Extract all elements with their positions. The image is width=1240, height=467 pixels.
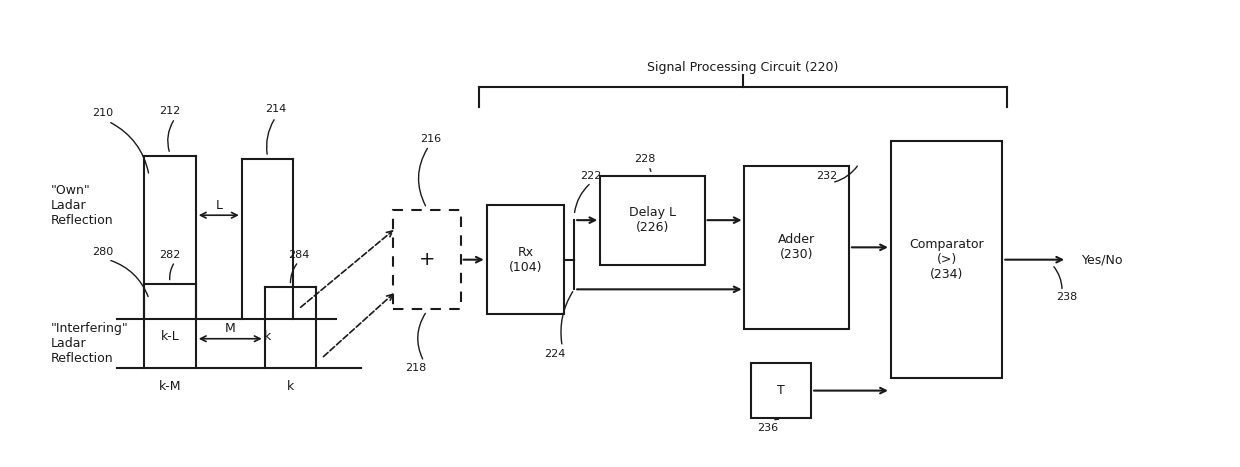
- Text: 236: 236: [756, 423, 777, 432]
- Text: k: k: [286, 380, 294, 393]
- Text: T: T: [777, 384, 785, 397]
- Bar: [486, 205, 564, 314]
- Bar: [751, 363, 811, 418]
- Text: 232: 232: [816, 171, 838, 181]
- Text: 224: 224: [544, 348, 565, 359]
- Text: "Interfering"
Ladar
Reflection: "Interfering" Ladar Reflection: [51, 322, 128, 365]
- Text: k: k: [264, 330, 272, 343]
- Text: 228: 228: [634, 154, 656, 164]
- Text: Signal Processing Circuit (220): Signal Processing Circuit (220): [647, 61, 838, 73]
- Text: 212: 212: [160, 106, 181, 116]
- Text: k-M: k-M: [159, 380, 181, 393]
- Bar: [600, 176, 704, 265]
- Text: 216: 216: [420, 134, 441, 144]
- Text: Adder
(230): Adder (230): [779, 234, 815, 262]
- Text: 214: 214: [265, 105, 286, 114]
- Text: Comparator
(>)
(234): Comparator (>) (234): [909, 238, 983, 281]
- Text: Yes/No: Yes/No: [1083, 253, 1123, 266]
- Text: 284: 284: [288, 250, 309, 260]
- Text: 210: 210: [92, 108, 113, 119]
- Bar: [890, 141, 1002, 378]
- Text: +: +: [419, 250, 435, 269]
- Bar: [744, 166, 849, 329]
- Text: Delay L
(226): Delay L (226): [629, 206, 676, 234]
- Bar: [393, 210, 461, 309]
- Text: 280: 280: [92, 247, 113, 257]
- Text: M: M: [224, 322, 236, 335]
- Text: "Own"
Ladar
Reflection: "Own" Ladar Reflection: [51, 184, 113, 227]
- Text: Rx
(104): Rx (104): [508, 246, 542, 274]
- Text: k-L: k-L: [161, 330, 180, 343]
- Text: 238: 238: [1056, 292, 1078, 302]
- Text: 222: 222: [580, 171, 601, 181]
- Text: 282: 282: [159, 250, 181, 260]
- Text: L: L: [216, 199, 222, 212]
- Text: 218: 218: [405, 363, 427, 374]
